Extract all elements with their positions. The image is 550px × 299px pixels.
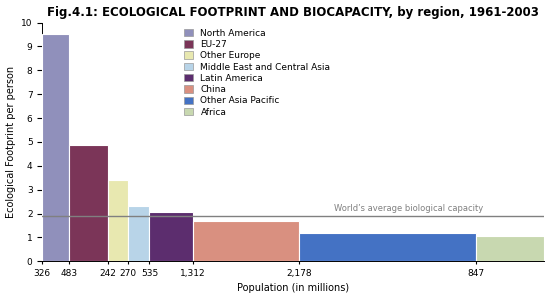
Legend: North America, EU-27, Other Europe, Middle East and Central Asia, Latin America,: North America, EU-27, Other Europe, Midd…	[183, 27, 332, 118]
Bar	[69, 145, 108, 261]
Bar	[193, 221, 299, 261]
Text: World’s average biological capacity: World’s average biological capacity	[333, 204, 483, 213]
Title: Fig.4.1: ECOLOGICAL FOOTPRINT AND BIOCAPACITY, by region, 1961-2003: Fig.4.1: ECOLOGICAL FOOTPRINT AND BIOCAP…	[47, 6, 540, 19]
Bar	[150, 212, 193, 261]
Bar	[108, 180, 128, 261]
Y-axis label: Ecological Footprint per person: Ecological Footprint per person	[6, 66, 15, 218]
Bar	[128, 206, 150, 261]
Bar	[42, 34, 69, 261]
X-axis label: Population (in millions): Population (in millions)	[238, 283, 349, 293]
Bar	[299, 233, 476, 261]
Bar	[476, 236, 544, 261]
